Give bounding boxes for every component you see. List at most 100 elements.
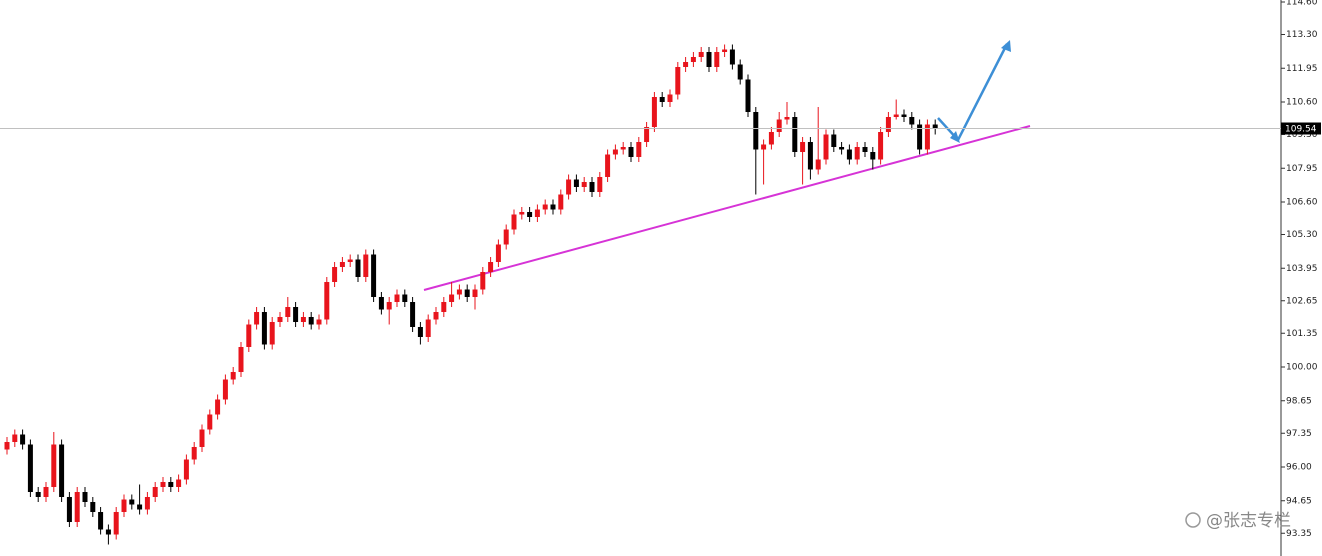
candle-body [488,262,494,272]
candle-body [878,132,884,160]
candle-body [160,482,166,487]
candle-body [144,497,150,510]
y-tick-label: 105.30 [1286,230,1318,240]
candle-body [277,317,283,322]
y-tick-label: 93.35 [1286,529,1312,539]
candle-body [589,182,595,192]
candle-body [503,229,509,245]
candle-body [831,134,837,147]
candle-body [300,317,306,322]
y-tick-label: 111.95 [1286,64,1318,74]
candle-body [449,294,455,302]
candle-body [269,322,275,345]
candle-body [417,327,423,337]
candle-body [215,399,221,415]
candle-body [815,159,821,170]
candle-body [456,289,462,295]
y-tick-label: 100.00 [1286,363,1318,373]
candle-body [534,209,540,217]
candle-body [261,312,267,345]
candle-body [66,497,72,522]
candle-body [605,154,611,177]
candle-body [98,512,104,530]
candle-body [137,504,143,510]
candle-body [566,179,572,195]
candle-body [839,147,845,150]
candle-body [729,49,735,65]
candle-body [176,479,182,487]
y-tick-label: 94.65 [1286,496,1312,506]
candle-body [714,52,720,67]
candle-body [628,147,634,157]
candle-body [698,52,704,57]
candle-body [410,302,416,327]
y-tick-label: 106.60 [1286,198,1318,208]
candle-body [909,117,915,125]
candle-body [316,319,322,325]
y-tick-label: 97.35 [1286,429,1312,439]
watermark: @张志专栏 [1185,511,1291,531]
y-tick-label: 110.60 [1286,98,1318,108]
candle-body [527,212,533,217]
candle-body [222,379,228,400]
candle-body [768,132,774,145]
candle-body [20,434,26,445]
candle-body [207,414,213,430]
y-tick-label: 114.60 [1286,0,1318,8]
candle-body [113,512,119,535]
candle-body [862,147,868,152]
candle-body [386,302,392,310]
candle-body [722,49,728,52]
candle-body [636,142,642,157]
last-price-label: 109.54 [1285,125,1317,135]
candle-body [347,259,353,262]
candle-body [667,94,673,102]
candle-body [363,254,369,277]
candle-body [183,459,189,480]
candle-body [332,267,338,282]
candle-body [753,112,759,150]
candle-body [441,302,447,312]
y-tick-label: 96.00 [1286,463,1312,473]
y-tick-label: 101.35 [1286,329,1318,339]
candle-body [168,482,174,487]
candle-body [254,312,260,325]
candle-body [129,499,135,505]
candle-body [152,487,158,497]
candle-body [230,372,236,380]
candle-body [355,259,361,277]
candle-body [558,194,564,210]
y-tick-label: 109.30 [1286,130,1318,140]
candle-body [238,347,244,372]
candle-body [43,487,49,497]
candle-body [901,114,907,117]
candle-body [433,312,439,320]
candle-body [846,149,852,160]
candle-body [51,444,57,487]
candle-body [35,492,41,497]
candle-body [885,117,891,132]
candle-body [924,124,930,150]
watermark-text: @张志专栏 [1206,511,1291,531]
candle-body [74,492,80,522]
candle-body [371,254,377,297]
candle-body [293,307,299,322]
candle-body [651,97,657,127]
candle-body [4,442,10,450]
candle-body [784,117,790,120]
forecast-arrow [937,40,1011,143]
candle-body [542,204,548,210]
candle-body [893,114,899,117]
candle-body [737,64,743,80]
candle-body [854,147,860,160]
candle-body [246,324,252,347]
candle-body [644,127,650,142]
y-tick-label: 103.95 [1286,264,1318,274]
candle-body [870,152,876,160]
candle-body [27,444,33,492]
y-tick-label: 98.65 [1286,396,1312,406]
candle-body [105,529,111,535]
candle-body [597,177,603,192]
